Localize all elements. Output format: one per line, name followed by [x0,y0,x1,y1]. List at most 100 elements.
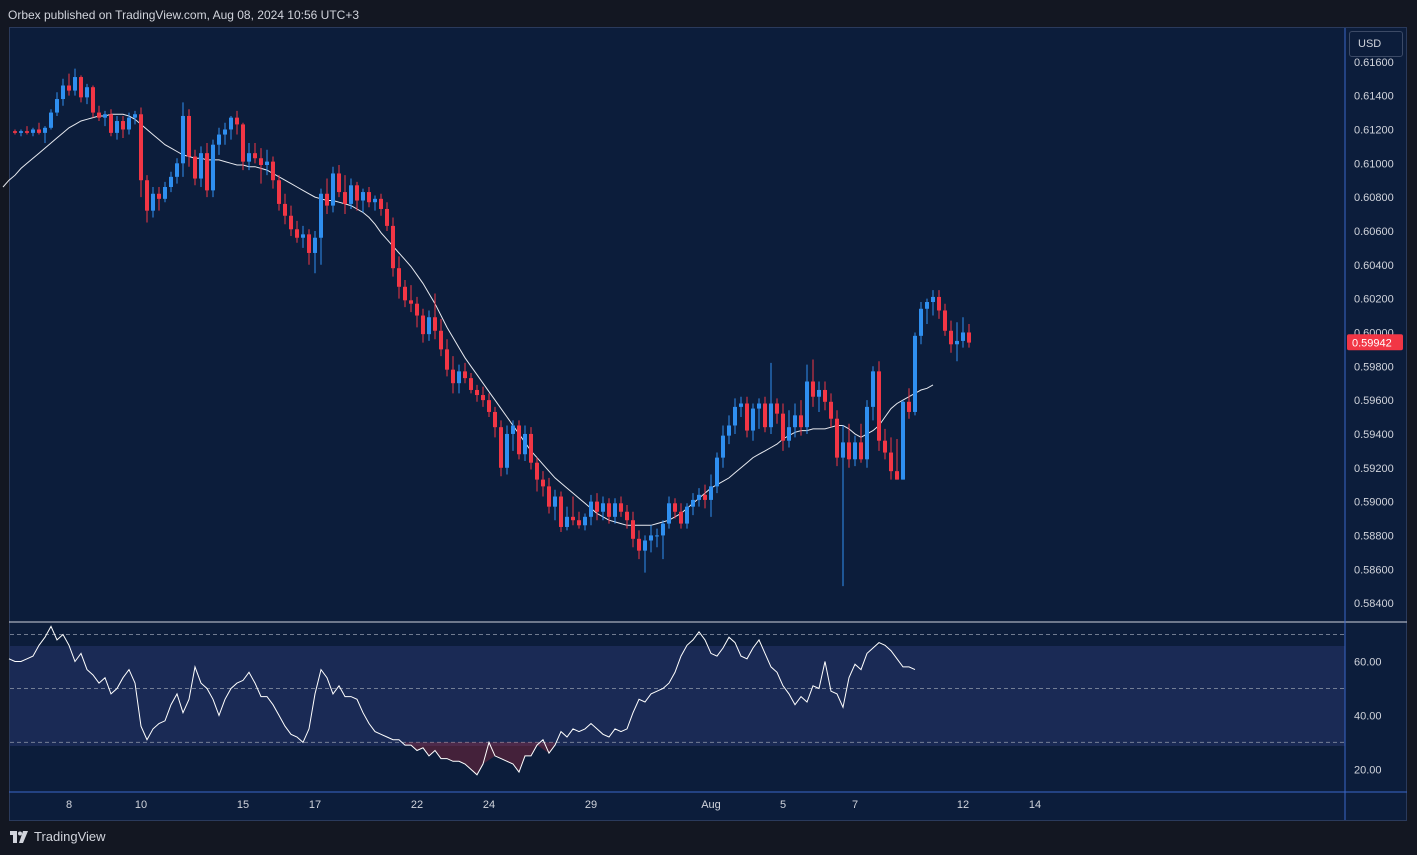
candle-body [769,403,773,428]
candle-body [781,413,785,441]
candle [487,393,491,418]
publisher-line: Orbex published on TradingView.com, Aug … [8,8,360,22]
candle [421,308,425,343]
candle [817,381,821,412]
candle [505,425,509,475]
price-tick-label: 0.58400 [1354,598,1394,610]
candle-body [901,401,905,480]
candles-layer[interactable] [13,68,971,587]
x-tick-label: 17 [309,799,321,811]
candle [265,149,269,176]
candle [967,324,971,348]
candle-body [337,173,341,193]
candle [907,388,911,419]
candle [901,400,905,480]
candle [103,110,107,127]
candle [859,423,863,463]
candle-body [859,442,863,460]
candle [889,437,893,480]
candle [841,425,845,587]
candle-body [763,403,767,428]
price-tick-label: 0.61400 [1354,91,1394,103]
x-tick-label: 22 [411,799,423,811]
candle-body [877,371,881,441]
candle [127,112,131,135]
candle [787,410,791,448]
candle-body [139,114,143,181]
candle [577,511,581,529]
candle-body [583,516,587,526]
candle [331,166,335,213]
candle [295,220,299,243]
candle [169,171,173,193]
candle [157,186,161,211]
candle-body [865,406,869,460]
candle [727,415,731,445]
candle-body [811,381,815,397]
candle-body [193,156,197,179]
candle [319,188,323,265]
tradingview-logo-icon [10,830,28,843]
candle-body [169,176,173,187]
footer-brand[interactable]: TradingView [10,829,106,844]
candle-body [283,203,287,216]
candle-body [37,129,41,133]
candle [139,107,143,198]
candle-body [667,503,671,524]
candle-body [331,173,335,206]
candle-body [937,296,941,311]
candle [589,494,593,526]
candle-body [733,406,737,426]
candle [349,178,353,209]
candle-body [907,401,911,412]
candle [13,129,17,135]
rsi-axis-labels: 60.00 40.00 20.00 [1354,656,1382,776]
candle [355,181,359,211]
candle-body [319,193,323,238]
candle-body [571,516,575,521]
candle-body [529,433,533,463]
last-price-badge [1347,334,1403,351]
candle-body [391,225,395,269]
candle-body [313,237,317,253]
candle [553,489,557,521]
candle [823,381,827,411]
candle [685,503,689,529]
candle [523,425,527,462]
candle [649,525,653,553]
candle [619,496,623,517]
candle [145,175,149,223]
candle-body [853,442,857,460]
x-tick-label: 7 [852,799,858,811]
candle-body [361,192,365,201]
candle [391,217,395,277]
candle [535,457,539,492]
candle-body [931,296,935,303]
candle [493,406,497,438]
candle [253,143,257,164]
candle [715,452,719,494]
candle [31,127,35,137]
candle [499,420,503,477]
candle [193,149,197,186]
candle [97,105,101,122]
candle-body [379,198,383,209]
currency-button[interactable]: USD [1349,31,1403,57]
candle [235,110,239,135]
candle [49,109,53,130]
x-axis-labels: 8 10 15 17 22 24 29 Aug 5 7 12 14 [66,799,1041,811]
candle [793,403,797,438]
candle-body [127,117,131,130]
rsi-oversold-fill [405,742,555,775]
candle [385,202,389,231]
rsi-line [8,625,916,776]
rsi-tick-label: 60.00 [1354,656,1382,668]
candle [181,102,185,177]
candle [217,127,221,155]
candle-body [943,310,947,331]
candle-body [457,371,461,384]
candle-body [91,87,95,113]
candle-body [679,511,683,524]
candle [643,535,647,573]
